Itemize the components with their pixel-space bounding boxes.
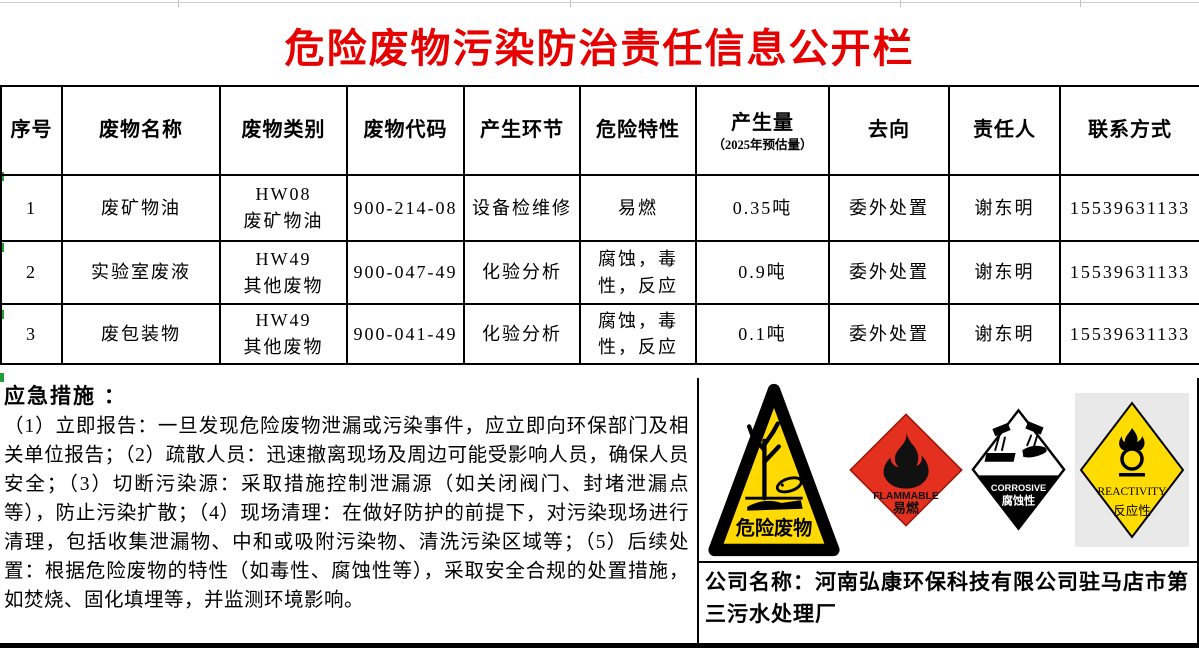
cell-contact: 15539631133 xyxy=(1059,303,1199,365)
corrosive-label-zh: 腐蚀性 xyxy=(1002,493,1035,507)
waste-table: 序号 废物名称 废物类别 废物代码 产生环节 危险特性 产生量 （2025年预估… xyxy=(0,85,1199,365)
header-amount: 产生量 （2025年预估量） xyxy=(695,85,830,176)
cell-code: 900-041-49 xyxy=(346,303,465,365)
cell-flag-artifact xyxy=(0,373,4,382)
reactivity-label-zh: 反应性 xyxy=(1113,503,1151,518)
gridline-tick xyxy=(178,0,179,7)
cell-hazard: 腐蚀，毒性，反应 xyxy=(579,240,697,305)
category-code: HW49 xyxy=(255,248,312,269)
signs-and-company: 危险废物 FLAMMABLE 易燃 xyxy=(697,378,1199,644)
cell-category: HW49 其他废物 xyxy=(219,303,348,365)
cell-code: 900-047-49 xyxy=(346,240,465,305)
gridline-tick xyxy=(570,0,571,7)
cell-responsible: 谢东明 xyxy=(948,174,1061,242)
header-code: 废物代码 xyxy=(346,85,465,176)
cell-name: 实验室废液 xyxy=(61,240,221,305)
cell-stage: 化验分析 xyxy=(463,303,581,365)
cell-hazard: 腐蚀，毒性，反应 xyxy=(579,303,697,365)
cell-name: 废矿物油 xyxy=(61,174,221,242)
cell-name: 废包装物 xyxy=(61,303,221,365)
cell-contact: 15539631133 xyxy=(1059,240,1199,305)
table-row: 1 废矿物油 HW08 废矿物油 900-214-08 设备检维修 易燃 0.3… xyxy=(0,174,1199,242)
reactivity-icon: REACTIVITY 反应性 xyxy=(1074,392,1189,547)
cell-destination: 委外处置 xyxy=(828,240,950,305)
header-category: 废物类别 xyxy=(219,85,348,176)
cell-amount: 0.1吨 xyxy=(695,303,830,365)
bottom-section: 应急措施 ： （1）立即报告：一旦发现危险废物泄漏或污染事件，应立即向环保部门及… xyxy=(0,378,1199,644)
cell-hazard: 易燃 xyxy=(579,174,697,242)
table-header-row: 序号 废物名称 废物类别 废物代码 产生环节 危险特性 产生量 （2025年预估… xyxy=(0,85,1199,176)
header-stage: 产生环节 xyxy=(463,85,581,176)
emergency-measures: 应急措施 ： （1）立即报告：一旦发现危险废物泄漏或污染事件，应立即向环保部门及… xyxy=(0,378,697,644)
emergency-body: （1）立即报告：一旦发现危险废物泄漏或污染事件，应立即向环保部门及相关单位报告；… xyxy=(4,416,689,611)
table-row: 2 实验室废液 HW49 其他废物 900-047-49 化验分析 腐蚀，毒性，… xyxy=(0,240,1199,305)
cell-code: 900-214-08 xyxy=(346,174,465,242)
cell-stage: 化验分析 xyxy=(463,240,581,305)
reactivity-label-en: REACTIVITY xyxy=(1097,486,1167,498)
cell-no: 1 xyxy=(0,174,63,242)
hazardous-waste-warning-icon: 危险废物 xyxy=(708,383,840,556)
flammable-label-zh: 易燃 xyxy=(893,500,920,515)
header-amount-main: 产生量 xyxy=(731,111,794,134)
flammable-label-en: FLAMMABLE xyxy=(873,491,939,502)
corrosive-icon: CORROSIVE 腐蚀性 xyxy=(971,408,1066,531)
category-code: HW08 xyxy=(255,184,312,204)
header-destination: 去向 xyxy=(828,85,950,176)
company-name: 公司名称：河南弘康环保科技有限公司驻马店市第三污水处理厂 xyxy=(705,570,1189,626)
cell-stage: 设备检维修 xyxy=(463,174,581,242)
cell-destination: 委外处置 xyxy=(828,174,950,242)
page-title: 危险废物污染防治责任信息公开栏 xyxy=(284,26,915,71)
emergency-heading: 应急措施 ： xyxy=(4,385,127,408)
header-responsible: 责任人 xyxy=(948,85,1061,176)
gridline-tick xyxy=(900,0,901,7)
header-amount-sub: （2025年预估量） xyxy=(712,137,813,152)
table-row: 3 废包装物 HW49 其他废物 900-041-49 化验分析 腐蚀，毒性，反… xyxy=(0,303,1199,365)
cell-destination: 委外处置 xyxy=(828,303,950,365)
header-contact: 联系方式 xyxy=(1059,85,1199,176)
header-no: 序号 xyxy=(0,85,63,176)
cell-no: 3 xyxy=(0,303,63,365)
cell-contact: 15539631133 xyxy=(1059,174,1199,242)
cell-no: 2 xyxy=(0,240,63,305)
cell-amount: 0.9吨 xyxy=(695,240,830,305)
category-code: HW49 xyxy=(255,310,312,330)
cell-responsible: 谢东明 xyxy=(948,303,1061,365)
hazard-signs-row: 危险废物 FLAMMABLE 易燃 xyxy=(699,378,1197,563)
cell-category: HW49 其他废物 xyxy=(219,240,348,305)
header-hazard: 危险特性 xyxy=(579,85,697,176)
board-bottom-border xyxy=(0,643,1199,648)
header-name: 废物名称 xyxy=(61,85,221,176)
category-name: 废矿物油 xyxy=(243,211,324,231)
spreadsheet-gridline xyxy=(0,2,1199,3)
cell-category: HW08 废矿物油 xyxy=(219,174,348,242)
hazardous-waste-label: 危险废物 xyxy=(736,516,813,539)
corrosive-label-en: CORROSIVE xyxy=(991,483,1046,493)
category-name: 其他废物 xyxy=(243,275,324,296)
flammable-icon: FLAMMABLE 易燃 xyxy=(848,412,963,527)
gridline-tick xyxy=(1080,0,1081,7)
cell-responsible: 谢东明 xyxy=(948,240,1061,305)
cell-amount: 0.35吨 xyxy=(695,174,830,242)
category-name: 其他废物 xyxy=(243,337,324,357)
